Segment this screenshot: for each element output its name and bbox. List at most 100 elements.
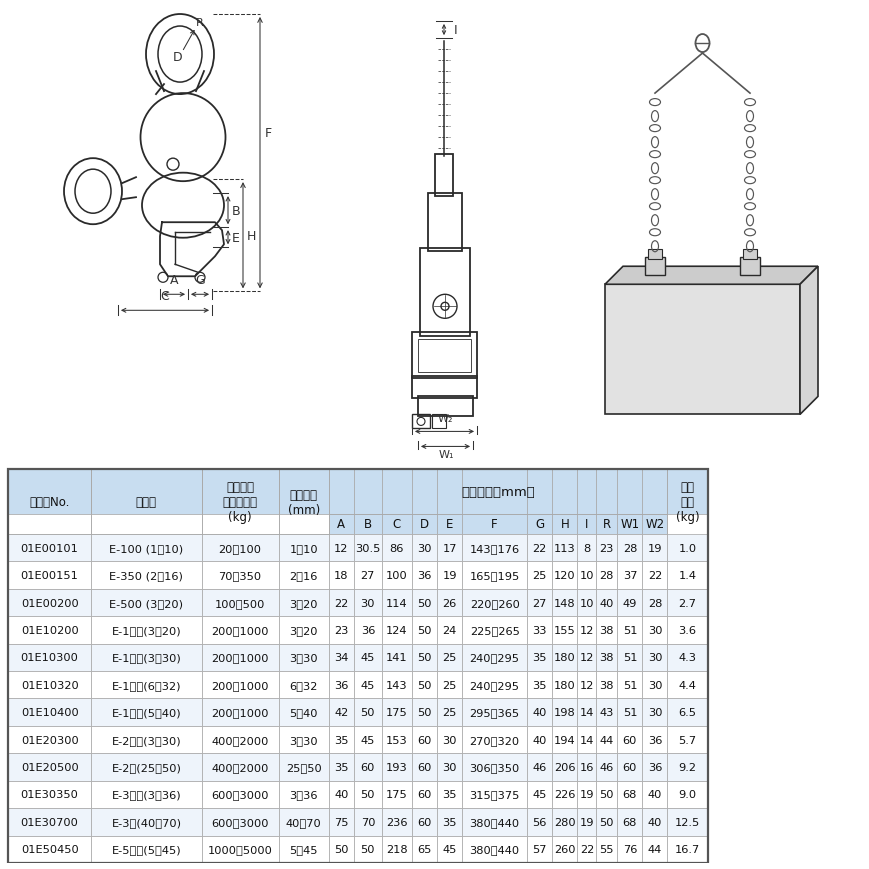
Bar [552,726,577,753]
Bar [617,671,641,699]
Text: 40: 40 [647,790,661,799]
Bar [412,415,429,429]
Text: 12: 12 [579,653,594,662]
Bar [354,726,381,753]
Text: 23: 23 [599,543,614,553]
Bar [328,753,354,780]
Text: 225～265: 225～265 [469,626,519,635]
Bar [641,808,667,836]
Bar [641,644,667,671]
Text: 36: 36 [334,680,348,690]
Text: 198: 198 [554,707,575,717]
Bar [8,534,91,561]
Bar [577,644,595,671]
Text: 194: 194 [554,735,575,745]
Bar [354,644,381,671]
Bar [412,562,436,589]
Bar [461,589,527,617]
Text: 40: 40 [532,735,547,745]
Text: 使用荷重
最小〜最大
(kg): 使用荷重 最小〜最大 (kg) [222,481,257,523]
Text: 100: 100 [386,571,408,580]
Bar [577,671,595,699]
Bar [617,699,641,726]
Text: 3～20: 3～20 [289,626,317,635]
Bar [595,617,617,644]
Bar [202,836,278,863]
Text: B: B [232,204,241,217]
Text: 28: 28 [599,571,614,580]
Text: 寸　　法（mm）: 寸 法（mm） [461,486,534,498]
Text: 01E20500: 01E20500 [21,762,78,772]
Text: E-2　(25【50): E-2 (25【50) [111,762,181,772]
Bar [577,514,595,534]
Text: 22: 22 [647,571,661,580]
Bar [527,780,552,808]
Text: F: F [491,518,497,531]
Text: 35: 35 [532,653,547,662]
Bar [617,514,641,534]
Text: 30: 30 [647,707,661,717]
Text: 50: 50 [360,707,375,717]
Text: 40: 40 [532,707,547,717]
Text: 型　式: 型 式 [136,495,156,508]
Bar [461,617,527,644]
Bar [461,514,527,534]
Text: 22: 22 [334,598,348,607]
Text: 1.4: 1.4 [678,571,696,580]
Text: 35: 35 [532,680,547,690]
Bar [328,836,354,863]
Bar [595,726,617,753]
Text: 25: 25 [441,653,456,662]
Bar [8,780,91,808]
Bar [381,469,412,514]
Bar [8,562,91,589]
Polygon shape [604,285,799,415]
Bar [527,699,552,726]
Text: F: F [265,127,272,140]
Text: 86: 86 [389,543,403,553]
Bar [436,671,461,699]
Bar [577,617,595,644]
Text: 51: 51 [622,626,636,635]
Text: 35: 35 [441,817,456,826]
Bar [461,469,527,514]
Text: 113: 113 [554,543,575,553]
Text: 16.7: 16.7 [674,845,700,854]
Bar [412,333,476,379]
Bar [328,617,354,644]
Text: 60: 60 [361,762,375,772]
Text: 37: 37 [622,571,636,580]
Text: 01E30700: 01E30700 [21,817,78,826]
Bar [328,699,354,726]
Text: R: R [196,18,203,28]
Text: 226: 226 [554,790,574,799]
Text: 76: 76 [622,845,636,854]
Text: 51: 51 [622,680,636,690]
Bar [595,562,617,589]
Text: 43: 43 [599,707,614,717]
Bar [412,534,436,561]
Text: 50: 50 [334,845,348,854]
Bar [8,808,91,836]
Bar [278,644,328,671]
Text: 35: 35 [334,762,348,772]
Text: 01E10320: 01E10320 [21,680,78,690]
Bar [436,469,461,514]
Text: E-500 (3【20): E-500 (3【20) [109,598,183,607]
Text: 5～45: 5～45 [289,845,317,854]
Text: H: H [247,229,256,242]
Text: E-5　　(5【45): E-5 (5【45) [111,845,181,854]
Text: 19: 19 [579,790,594,799]
Text: 148: 148 [554,598,575,607]
Bar [354,671,381,699]
Text: 12: 12 [579,626,594,635]
Bar [381,514,412,534]
Text: 12: 12 [334,543,348,553]
Bar [381,534,412,561]
Bar [328,780,354,808]
Bar [527,514,552,534]
Text: 01E50450: 01E50450 [21,845,78,854]
Text: 200～1000: 200～1000 [211,653,269,662]
Bar [278,562,328,589]
Bar [328,808,354,836]
